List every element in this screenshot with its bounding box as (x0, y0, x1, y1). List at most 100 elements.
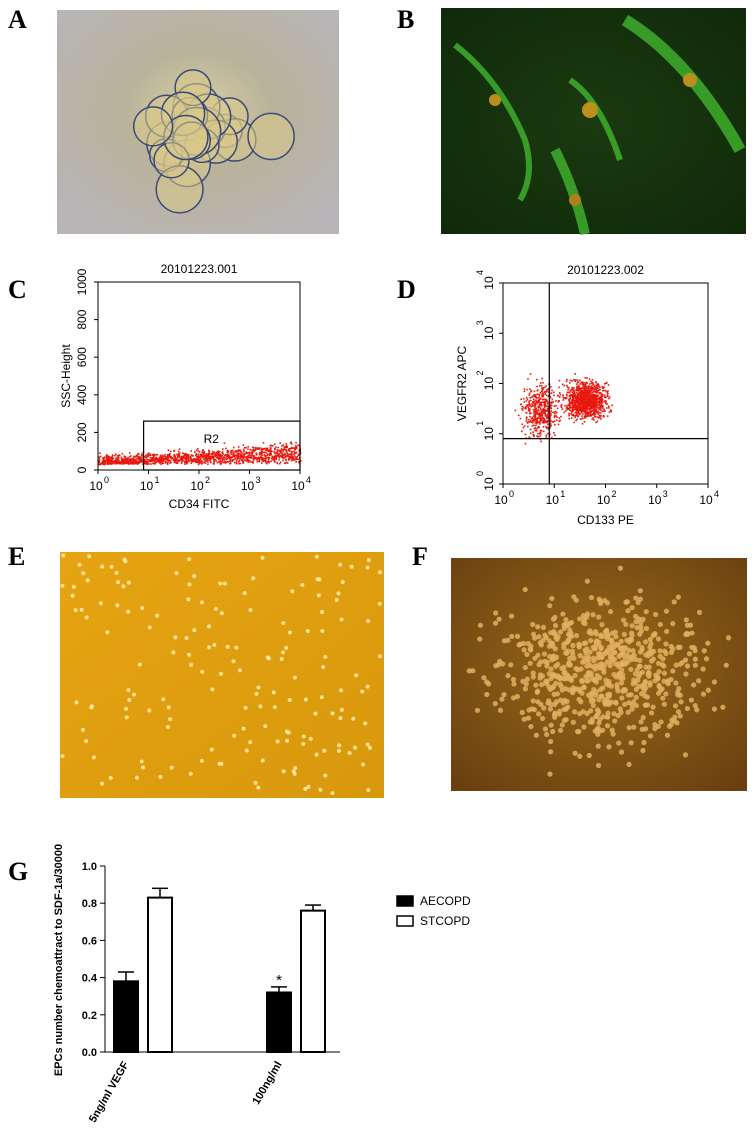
event (591, 407, 594, 409)
event (563, 384, 566, 387)
event (254, 457, 256, 460)
cell (73, 608, 78, 613)
cell (147, 625, 152, 630)
event (147, 462, 149, 465)
event (539, 420, 542, 422)
event (591, 388, 593, 391)
event (601, 406, 603, 408)
event (570, 388, 573, 391)
event (189, 459, 192, 461)
cell (723, 662, 729, 668)
event (531, 425, 534, 427)
event (297, 444, 299, 447)
cell (525, 640, 531, 647)
event (595, 402, 598, 405)
event (537, 407, 540, 409)
cell (109, 564, 114, 569)
event (290, 450, 293, 453)
cell (613, 634, 619, 640)
cell (622, 686, 628, 693)
event (541, 390, 543, 392)
event (237, 452, 240, 455)
event (208, 455, 211, 458)
event (266, 447, 269, 450)
cell (593, 713, 600, 719)
cell (600, 727, 606, 733)
event (298, 449, 301, 451)
event (585, 405, 588, 408)
event (547, 417, 550, 420)
event (129, 462, 131, 465)
event (230, 450, 232, 452)
cell (548, 738, 554, 745)
event (267, 461, 269, 464)
event (123, 461, 126, 464)
cell (60, 754, 65, 759)
event (134, 459, 137, 461)
event (595, 391, 597, 393)
event (583, 394, 586, 396)
cell (577, 652, 583, 659)
cell (171, 650, 176, 655)
bar (147, 896, 173, 1053)
event (597, 400, 599, 403)
event (579, 379, 581, 382)
cell (499, 696, 505, 702)
event (551, 436, 553, 439)
event (571, 414, 573, 416)
event (577, 397, 580, 400)
event (181, 457, 184, 459)
event (281, 449, 284, 451)
event (185, 453, 187, 455)
event (540, 440, 542, 443)
event (562, 399, 565, 401)
event (138, 452, 140, 455)
x-axis-label: CD133 PE (577, 513, 634, 527)
cell (554, 674, 560, 680)
event (291, 458, 293, 460)
cell (631, 699, 637, 705)
event (219, 458, 222, 460)
cell (666, 723, 673, 729)
event (264, 449, 267, 452)
event (542, 408, 545, 411)
event (284, 448, 287, 451)
event (538, 415, 540, 418)
event (575, 414, 578, 416)
event (552, 411, 554, 414)
event (585, 388, 587, 390)
event (606, 415, 609, 417)
cell (549, 671, 556, 677)
event (150, 463, 152, 465)
cell (338, 716, 343, 721)
cell (241, 726, 246, 731)
event (229, 462, 231, 465)
event (582, 393, 585, 396)
event (547, 412, 550, 415)
event (599, 405, 602, 408)
event (569, 382, 571, 384)
event (591, 391, 593, 394)
event (262, 448, 265, 451)
event (119, 462, 122, 465)
cell (580, 659, 586, 665)
event (161, 462, 164, 465)
event (200, 457, 202, 460)
event (213, 461, 215, 463)
event (545, 434, 548, 436)
event (540, 430, 543, 432)
event (547, 419, 549, 422)
cell (572, 750, 578, 756)
event (276, 450, 279, 453)
cell (638, 620, 644, 626)
cell (609, 727, 615, 733)
event (113, 462, 115, 464)
cell (187, 557, 192, 562)
event (522, 426, 525, 429)
cell (317, 577, 322, 582)
event (529, 396, 531, 399)
cell (688, 697, 695, 703)
cell (633, 656, 639, 663)
event (575, 406, 578, 409)
cell (292, 771, 297, 776)
